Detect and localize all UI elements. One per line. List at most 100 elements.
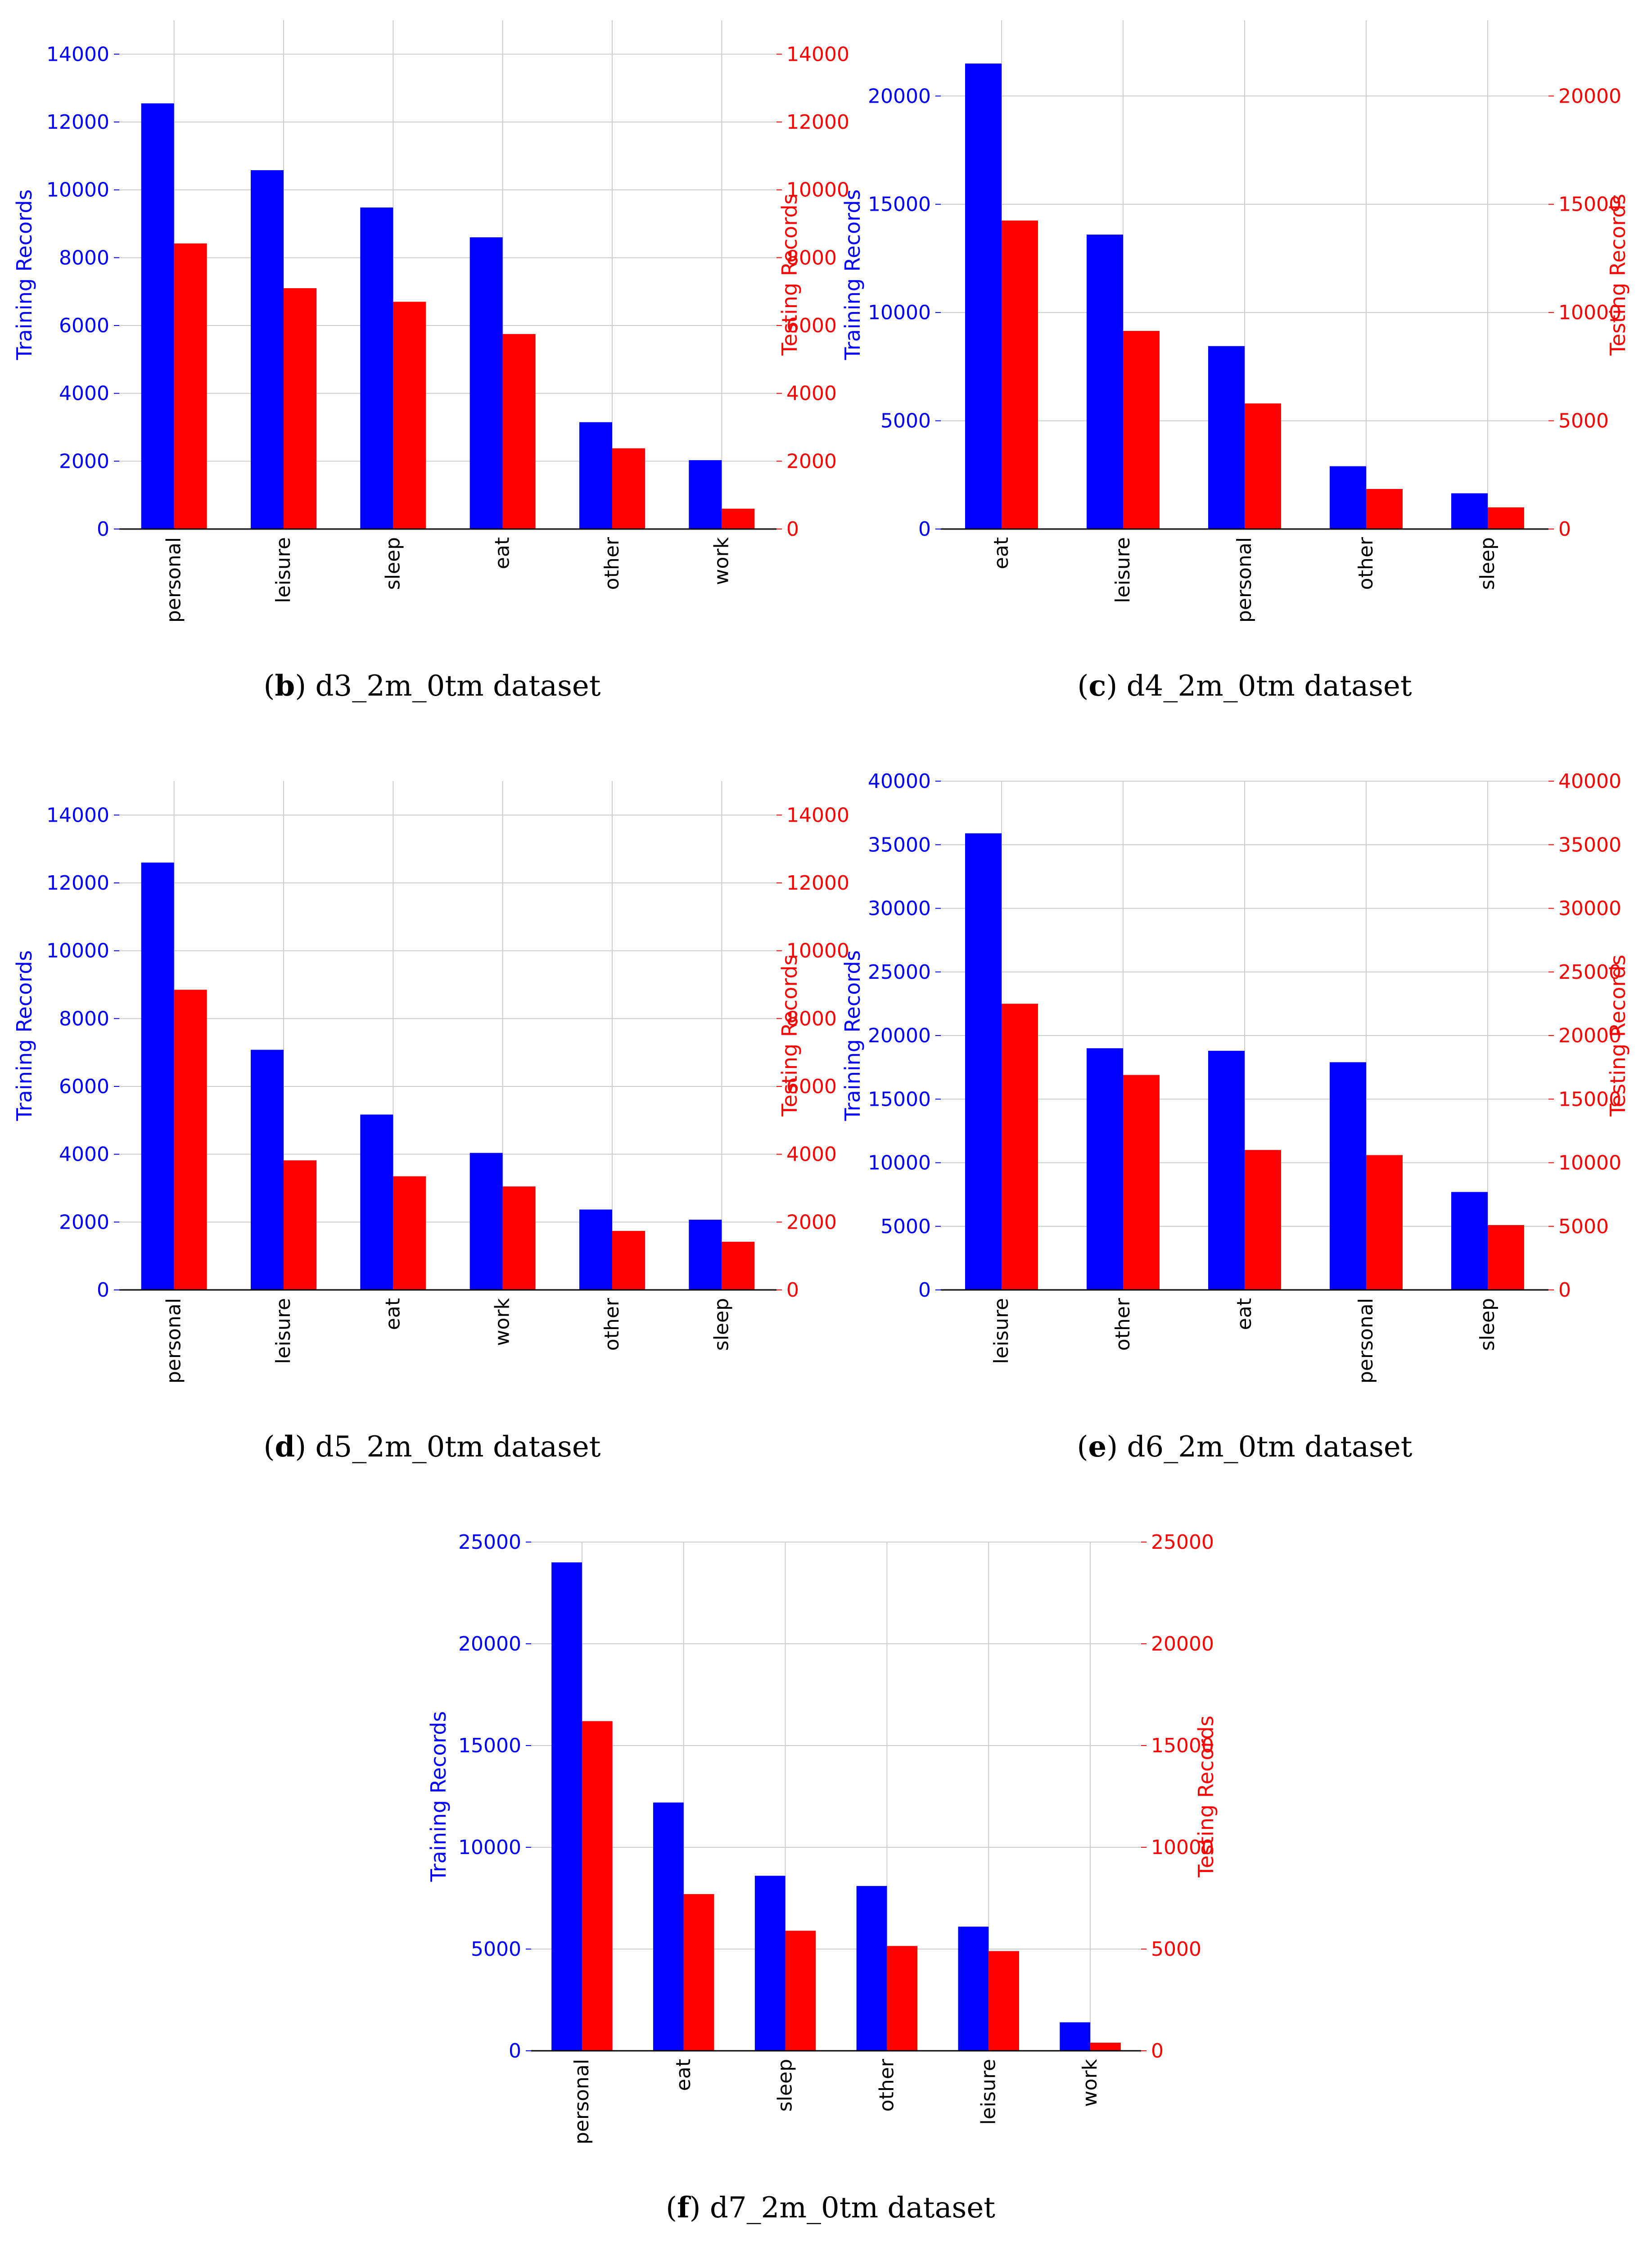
y2-tick-label: 12000 [786,872,849,895]
testing-bar-other [1123,1075,1160,1290]
caption-f: (f) d7_2m_0tm dataset [666,2191,995,2225]
category-label-leisure: leisure [990,1298,1013,1364]
y2-tick-label: 5000 [1558,1215,1609,1238]
caption-e: (e) d6_2m_0tm dataset [1077,1430,1413,1464]
y2-tick-label: 10000 [1558,301,1621,324]
training-bar-eat [653,1802,684,2051]
training-bar-leisure [251,1049,284,1290]
y-tick-label: 14000 [46,804,109,827]
y-axis-label: Training Records [840,950,865,1121]
y-tick-label: 10000 [458,1836,521,1859]
y-tick-label: 0 [509,2040,521,2063]
testing-bar-eat [502,334,536,529]
training-bar-leisure [1087,235,1123,529]
category-label-personal: personal [162,1298,185,1384]
testing-bar-eat [1002,220,1038,529]
y-tick-label: 0 [918,1279,931,1302]
y-tick-label: 6000 [59,314,109,337]
y2-tick-label: 6000 [786,1075,837,1098]
testing-bar-sleep [1488,1225,1524,1290]
y-tick-label: 5000 [880,410,931,433]
y-tick-label: 25000 [458,1531,521,1554]
category-label-personal: personal [570,2059,593,2144]
training-bar-personal [1330,1062,1366,1290]
y-tick-label: 14000 [46,43,109,66]
testing-bar-personal [174,243,207,529]
category-label-other: other [600,1298,623,1351]
y-tick-label: 15000 [868,1088,931,1111]
category-label-other: other [875,2058,898,2112]
y-tick-label: 8000 [59,246,109,269]
testing-bar-personal [1245,403,1281,529]
y-tick-label: 30000 [868,897,931,920]
y2-axis-label: Testing Records [777,194,802,356]
training-bar-other [579,422,612,529]
y-tick-label: 40000 [868,770,931,793]
y-tick-label: 8000 [59,1007,109,1030]
training-bar-sleep [689,1220,722,1290]
y2-tick-label: 2000 [786,450,837,473]
y-tick-label: 4000 [59,382,109,405]
y-tick-label: 5000 [880,1215,931,1238]
y2-tick-label: 8000 [786,1007,837,1030]
y2-tick-label: 4000 [786,382,837,405]
y-axis-label: Training Records [840,189,865,360]
y2-tick-label: 14000 [786,804,849,827]
y-axis-label: Training Records [12,950,36,1121]
training-bar-other [1087,1048,1123,1290]
y2-tick-label: 15000 [1558,193,1621,216]
training-bar-sleep [360,207,393,529]
y-tick-label: 15000 [868,193,931,216]
category-label-work: work [491,1298,514,1346]
testing-bar-leisure [988,1951,1019,2051]
training-bar-work [689,460,722,529]
category-label-leisure: leisure [272,537,295,603]
y-tick-label: 0 [97,518,109,541]
training-bar-leisure [965,833,1002,1290]
y2-tick-label: 40000 [1558,770,1621,793]
y2-tick-label: 10000 [1558,1152,1621,1175]
caption-b: (b) d3_2m_0tm dataset [263,669,600,703]
training-bar-work [469,1153,503,1290]
category-label-other: other [1354,537,1377,590]
category-label-sleep: sleep [1476,537,1499,590]
category-label-sleep: sleep [774,2059,797,2112]
y-tick-label: 5000 [471,1938,521,1961]
y2-tick-label: 0 [786,518,799,541]
y-tick-label: 0 [918,518,931,541]
category-label-personal: personal [1233,537,1256,623]
category-label-leisure: leisure [977,2059,1000,2125]
y-tick-label: 10000 [46,940,109,963]
training-bar-other [579,1209,612,1290]
training-bar-sleep [1451,493,1488,529]
y-tick-label: 10000 [868,1152,931,1175]
y2-tick-label: 25000 [1558,961,1621,984]
y2-tick-label: 20000 [1558,85,1621,108]
category-label-personal: personal [1354,1298,1377,1384]
category-label-eat: eat [1233,1298,1256,1330]
testing-bar-other [1366,489,1403,529]
testing-bar-eat [393,1176,426,1290]
y2-tick-label: 10000 [1151,1836,1214,1859]
category-label-sleep: sleep [1476,1298,1499,1351]
training-bar-personal [551,1562,582,2051]
testing-bar-personal [174,990,207,1290]
caption-d: (d) d5_2m_0tm dataset [263,1430,600,1464]
testing-bar-other [887,1946,918,2051]
y-tick-label: 10000 [46,179,109,202]
y2-tick-label: 30000 [1558,897,1621,920]
testing-bar-other [612,448,645,529]
y2-tick-label: 6000 [786,314,837,337]
y2-tick-label: 20000 [1558,1024,1621,1047]
testing-bar-other [612,1230,645,1290]
y2-axis-label: Testing Records [777,954,802,1117]
training-bar-eat [965,63,1002,529]
testing-bar-leisure [1123,331,1160,529]
testing-bar-work [722,508,755,529]
y2-tick-label: 20000 [1151,1633,1214,1655]
y-tick-label: 10000 [868,301,931,324]
chart-panel-d: 0 2000 4000 6000 8000 10000 12000 14000 0 2000 400… [12,781,849,1384]
y-tick-label: 2000 [59,450,109,473]
category-label-eat: eat [672,2059,695,2091]
